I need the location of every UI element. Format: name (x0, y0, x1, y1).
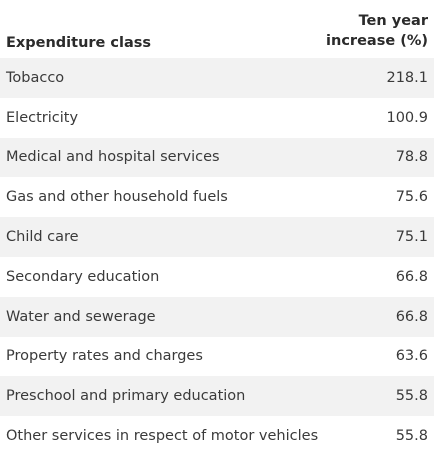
row-value: 55.8 (395, 388, 428, 405)
table-row: Tobacco 218.1 (0, 58, 434, 98)
table-row: Preschool and primary education 55.8 (0, 376, 434, 417)
row-value: 218.1 (386, 69, 428, 86)
row-label: Child care (6, 229, 79, 246)
table-row: Child care 75.1 (0, 217, 434, 257)
column-header-line1: Ten year (358, 13, 428, 29)
row-value: 66.8 (395, 268, 428, 285)
row-value: 55.8 (395, 428, 428, 445)
row-label: Other services in respect of motor vehic… (6, 428, 319, 445)
row-value: 75.6 (395, 189, 428, 206)
row-label: Medical and hospital services (6, 149, 220, 166)
table-row: Electricity 100.9 (0, 98, 434, 138)
row-label: Property rates and charges (6, 348, 203, 365)
row-value: 78.8 (395, 149, 428, 166)
column-header-line2: increase (%) (326, 33, 428, 49)
row-value: 75.1 (395, 229, 428, 246)
row-label: Tobacco (6, 69, 65, 86)
row-label: Gas and other household fuels (6, 189, 228, 206)
row-value: 66.8 (395, 308, 428, 325)
row-value: 100.9 (386, 109, 428, 126)
table-row: Secondary education 66.8 (0, 257, 434, 297)
column-header-ten-year-increase: Ten year increase (%) (326, 11, 428, 51)
row-label: Water and sewerage (6, 308, 156, 325)
row-label: Preschool and primary education (6, 388, 246, 405)
table-row: Property rates and charges 63.6 (0, 337, 434, 377)
column-header-expenditure-class: Expenditure class (6, 35, 152, 51)
table-body: Tobacco 218.1 Electricity 100.9 Medical … (0, 58, 434, 456)
row-label: Electricity (6, 109, 79, 126)
row-label: Secondary education (6, 268, 160, 285)
row-value: 63.6 (395, 348, 428, 365)
table-header: Expenditure class Ten year increase (%) (6, 0, 428, 58)
table-row: Medical and hospital services 78.8 (0, 137, 434, 178)
table-row: Other services in respect of motor vehic… (0, 416, 434, 456)
table-row: Water and sewerage 66.8 (0, 296, 434, 337)
table-row: Gas and other household fuels 75.6 (0, 177, 434, 217)
